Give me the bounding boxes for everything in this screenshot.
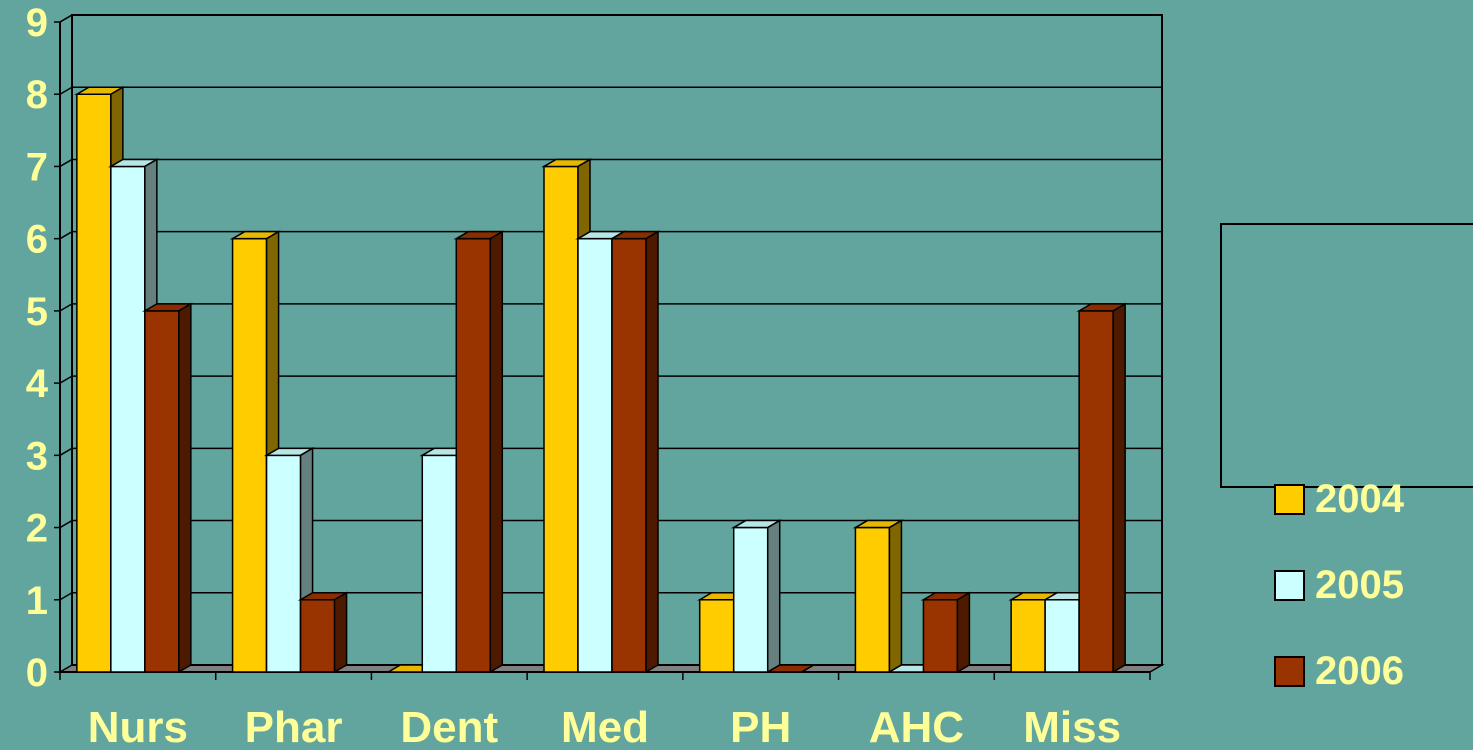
- y-tick-label: 2: [26, 507, 48, 551]
- bar-front: [922, 599, 959, 673]
- gridline-side: [59, 231, 73, 240]
- legend-item-2004: 2004: [1274, 477, 1404, 521]
- bar-side: [489, 230, 504, 674]
- bar-front: [144, 310, 180, 673]
- bar-Dent-2006: [453, 230, 506, 674]
- y-tick-label: 3: [26, 434, 48, 478]
- legend-item-2005: 2005: [1274, 563, 1404, 607]
- bar-front: [421, 454, 458, 673]
- bar-Med-2006: [609, 230, 661, 674]
- y-tick-label: 6: [26, 218, 48, 262]
- bar-side: [888, 519, 903, 674]
- bar-front: [543, 165, 579, 673]
- gridline-side: [59, 303, 73, 312]
- gridline-side: [59, 592, 73, 601]
- legend-label-2005: 2005: [1315, 562, 1404, 607]
- bar-front: [1010, 599, 1046, 673]
- bar-side: [956, 591, 971, 674]
- y-tick-label: 4: [26, 362, 49, 406]
- x-tick-label: Miss: [1023, 703, 1121, 750]
- gridline-side: [59, 375, 73, 384]
- y-tick-label: 9: [26, 1, 48, 45]
- bar-front: [265, 454, 302, 673]
- bar-front: [732, 526, 769, 673]
- bar-front: [299, 599, 336, 673]
- y-tick-label: 7: [26, 145, 48, 189]
- bar-front: [611, 237, 647, 673]
- y-tick-label: 1: [26, 579, 48, 623]
- bar-side: [766, 519, 781, 674]
- legend-swatch-2006: [1274, 655, 1305, 687]
- gridline-side: [59, 158, 73, 168]
- x-tick-label: Nurs: [88, 703, 188, 750]
- legend-label-2006: 2006: [1315, 648, 1404, 693]
- bar-front: [1078, 310, 1114, 673]
- gridline-side: [59, 447, 73, 456]
- x-tick-label: Dent: [400, 703, 498, 750]
- bar-front: [76, 93, 112, 673]
- bar-AHC-2004: [852, 519, 905, 674]
- bar-front: [1044, 599, 1080, 673]
- x-tick-label: Phar: [245, 703, 343, 750]
- x-tick-label: PH: [730, 703, 791, 750]
- gridline-side: [59, 86, 73, 95]
- y-tick-label: 0: [26, 651, 48, 695]
- gridline-side: [59, 519, 73, 529]
- y-tick-label: 5: [26, 290, 48, 334]
- bar-Phar-2006: [297, 591, 350, 674]
- bar-side: [1112, 302, 1126, 674]
- bar-side: [645, 230, 659, 674]
- legend-swatch-2004: [1274, 483, 1305, 515]
- bar-front: [854, 526, 891, 673]
- bar-Miss-2006: [1076, 302, 1128, 674]
- y-tick-label: 8: [26, 73, 48, 117]
- legend-label-2004: 2004: [1315, 476, 1404, 521]
- bars: [74, 85, 1128, 674]
- x-tick-label: Med: [561, 703, 649, 750]
- bar-AHC-2006: [920, 591, 973, 674]
- bar-PH-2005: [730, 519, 783, 674]
- gridline-side: [59, 14, 73, 23]
- bar-PH-2006: [764, 664, 817, 673]
- tick-labels: 0 1 2 3 4 5 6 7 8 9 Nurs Phar Dent Med PH AHC Miss: [26, 1, 1121, 750]
- bar-front: [698, 599, 735, 673]
- bar-front: [231, 237, 268, 673]
- bar-side: [801, 664, 815, 673]
- bar-front: [110, 165, 146, 673]
- bar-front: [455, 237, 492, 673]
- x-tick-label: AHC: [869, 703, 964, 750]
- bar-front: [577, 237, 613, 673]
- legend-swatch-2005: [1274, 569, 1305, 601]
- legend: 2004 2005 2006: [1220, 223, 1473, 693]
- legend-item-2006: 2006: [1274, 649, 1404, 693]
- bar-Nurs-2006: [142, 302, 194, 674]
- bar-side: [333, 591, 348, 674]
- bar-side: [178, 302, 192, 674]
